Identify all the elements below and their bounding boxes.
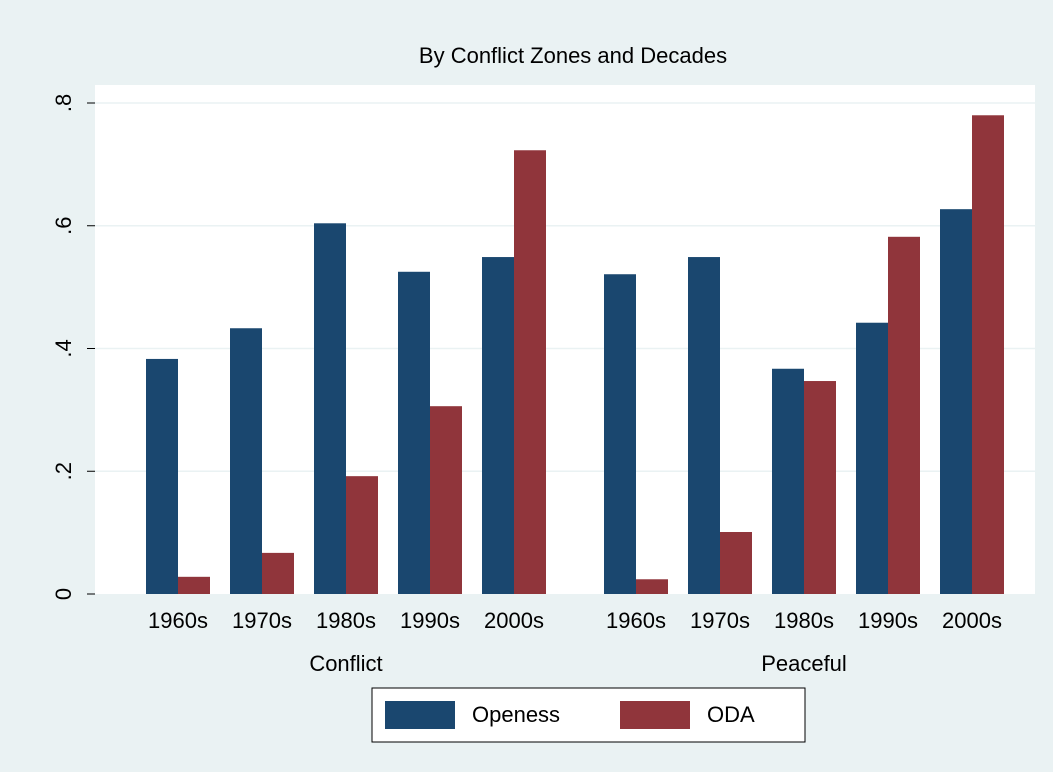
bar bbox=[346, 476, 378, 594]
bar bbox=[482, 257, 514, 594]
x-tick-label: 1990s bbox=[858, 608, 918, 633]
x-tick-label: 1970s bbox=[690, 608, 750, 633]
bar bbox=[514, 150, 546, 595]
x-tick-label: 1980s bbox=[774, 608, 834, 633]
y-tick-label: .4 bbox=[51, 339, 76, 357]
group-label: Conflict bbox=[309, 651, 382, 676]
legend-swatch bbox=[385, 701, 455, 729]
legend-swatch bbox=[620, 701, 690, 729]
legend-label: ODA bbox=[707, 702, 755, 727]
x-tick-label: 1980s bbox=[316, 608, 376, 633]
chart-title: By Conflict Zones and Decades bbox=[419, 43, 727, 68]
bar bbox=[720, 532, 752, 594]
bar bbox=[856, 322, 888, 594]
bar bbox=[604, 274, 636, 594]
bar bbox=[688, 257, 720, 594]
x-tick-label: 1970s bbox=[232, 608, 292, 633]
bar bbox=[430, 406, 462, 594]
bar bbox=[146, 358, 178, 594]
y-tick-label: .6 bbox=[51, 217, 76, 235]
bar bbox=[772, 368, 804, 594]
x-tick-label: 1990s bbox=[400, 608, 460, 633]
bar bbox=[230, 328, 262, 594]
bar bbox=[972, 115, 1004, 595]
bar bbox=[804, 381, 836, 594]
x-tick-label: 1960s bbox=[606, 608, 666, 633]
bar bbox=[178, 576, 210, 594]
group-label: Peaceful bbox=[761, 651, 847, 676]
y-tick-label: .2 bbox=[51, 462, 76, 480]
x-tick-label: 2000s bbox=[942, 608, 1002, 633]
bar bbox=[940, 209, 972, 594]
bar bbox=[888, 236, 920, 595]
bar bbox=[314, 223, 346, 595]
y-tick-label: 0 bbox=[51, 588, 76, 600]
legend-label: Openess bbox=[472, 702, 560, 727]
bar bbox=[262, 552, 294, 594]
x-tick-label: 1960s bbox=[148, 608, 208, 633]
x-tick-label: 2000s bbox=[484, 608, 544, 633]
bar bbox=[398, 271, 430, 594]
y-tick-label: .8 bbox=[51, 94, 76, 112]
bar bbox=[636, 579, 668, 594]
